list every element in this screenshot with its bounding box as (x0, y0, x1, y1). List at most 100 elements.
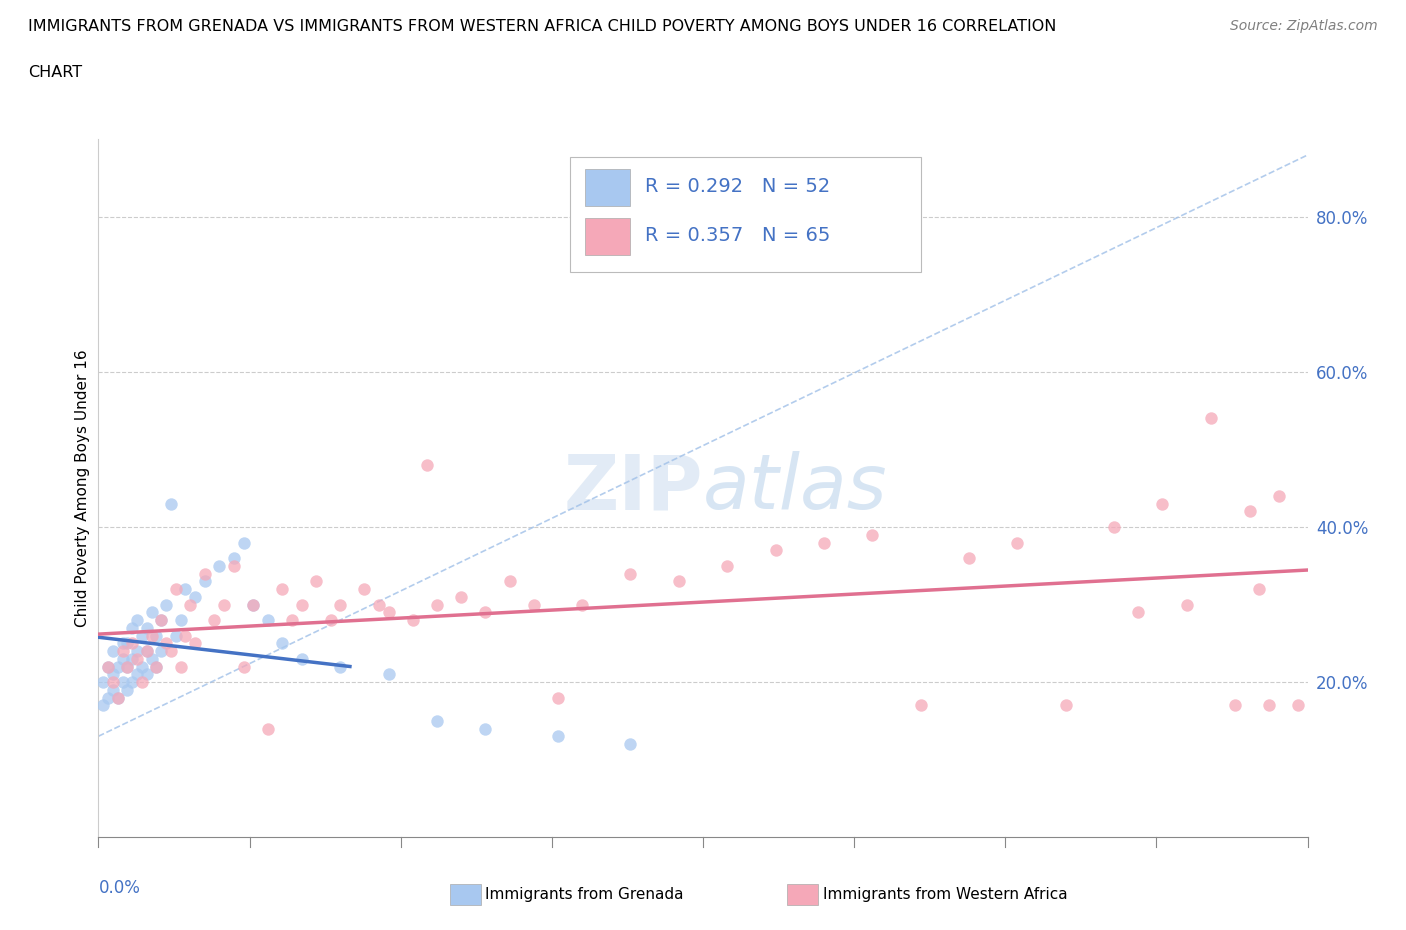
Point (426, 597, 449, 612)
Point (121, 674, 143, 689)
Point (131, 659, 153, 674)
Point (232, 659, 254, 674)
Point (271, 636, 294, 651)
Point (111, 651, 134, 666)
Point (547, 690, 569, 705)
Point (174, 628, 197, 643)
Point (160, 644, 183, 658)
Point (1102, 520, 1125, 535)
Point (1239, 504, 1261, 519)
Point (290, 597, 312, 612)
Point (101, 667, 124, 682)
Point (222, 551, 245, 565)
Point (194, 566, 217, 581)
Point (179, 597, 201, 612)
Point (184, 590, 207, 604)
Point (150, 613, 173, 628)
Point (271, 581, 294, 596)
Point (184, 636, 207, 651)
Point (204, 613, 226, 628)
Text: Immigrants from Grenada: Immigrants from Grenada (485, 887, 683, 902)
Point (242, 597, 264, 612)
Point (127, 667, 149, 682)
Point (155, 636, 177, 651)
Point (101, 644, 124, 658)
FancyBboxPatch shape (585, 219, 630, 255)
Point (91, 674, 114, 689)
Point (150, 644, 173, 658)
Point (107, 659, 129, 674)
Point (127, 651, 149, 666)
FancyBboxPatch shape (585, 169, 630, 206)
Point (141, 628, 163, 643)
Text: 0.0%: 0.0% (98, 879, 141, 897)
Point (160, 497, 183, 512)
Point (127, 613, 149, 628)
Text: IMMIGRANTS FROM GRENADA VS IMMIGRANTS FROM WESTERN AFRICA CHILD POVERTY AMONG BO: IMMIGRANTS FROM GRENADA VS IMMIGRANTS FR… (28, 19, 1056, 33)
Point (145, 659, 167, 674)
Point (353, 581, 375, 596)
Point (91, 698, 114, 712)
Point (329, 659, 352, 674)
Point (416, 458, 439, 472)
Text: Source: ZipAtlas.com: Source: ZipAtlas.com (1230, 19, 1378, 33)
Point (135, 667, 157, 682)
Point (121, 636, 143, 651)
Point (402, 613, 425, 628)
Point (256, 721, 278, 736)
Point (174, 581, 197, 596)
Point (232, 535, 254, 550)
Point (117, 659, 139, 674)
Point (377, 604, 399, 619)
Point (1286, 698, 1309, 712)
Point (1054, 698, 1077, 712)
Point (377, 667, 399, 682)
Point (305, 574, 328, 589)
Point (1007, 535, 1029, 550)
Point (135, 644, 157, 658)
Point (165, 628, 187, 643)
Point (1267, 488, 1289, 503)
Point (127, 644, 149, 658)
Point (474, 721, 496, 736)
Point (319, 613, 342, 628)
Text: Immigrants from Western Africa: Immigrants from Western Africa (823, 887, 1067, 902)
Point (619, 737, 641, 751)
Point (1175, 597, 1198, 612)
Point (117, 636, 139, 651)
Point (101, 683, 124, 698)
Point (256, 613, 278, 628)
Point (145, 628, 167, 643)
Point (212, 597, 235, 612)
Point (813, 535, 835, 550)
Point (208, 558, 231, 573)
Point (222, 558, 245, 573)
Y-axis label: Child Poverty Among Boys Under 16: Child Poverty Among Boys Under 16 (75, 350, 90, 627)
Point (131, 674, 153, 689)
Point (107, 690, 129, 705)
Point (135, 620, 157, 635)
Point (101, 674, 124, 689)
Text: R = 0.357   N = 65: R = 0.357 N = 65 (645, 226, 831, 246)
FancyBboxPatch shape (569, 157, 921, 272)
Point (145, 659, 167, 674)
Point (242, 597, 264, 612)
Point (426, 713, 449, 728)
Point (716, 558, 738, 573)
Point (169, 659, 191, 674)
Point (450, 590, 472, 604)
Point (765, 543, 787, 558)
Point (860, 527, 883, 542)
Point (141, 604, 163, 619)
Point (111, 644, 134, 658)
Point (910, 698, 932, 712)
Point (165, 581, 187, 596)
Point (150, 613, 173, 628)
Text: ZIP: ZIP (564, 451, 703, 525)
Text: atlas: atlas (703, 451, 887, 525)
Point (329, 597, 352, 612)
Point (368, 597, 391, 612)
Point (117, 683, 139, 698)
Point (290, 651, 312, 666)
Text: R = 0.292   N = 52: R = 0.292 N = 52 (645, 178, 830, 196)
